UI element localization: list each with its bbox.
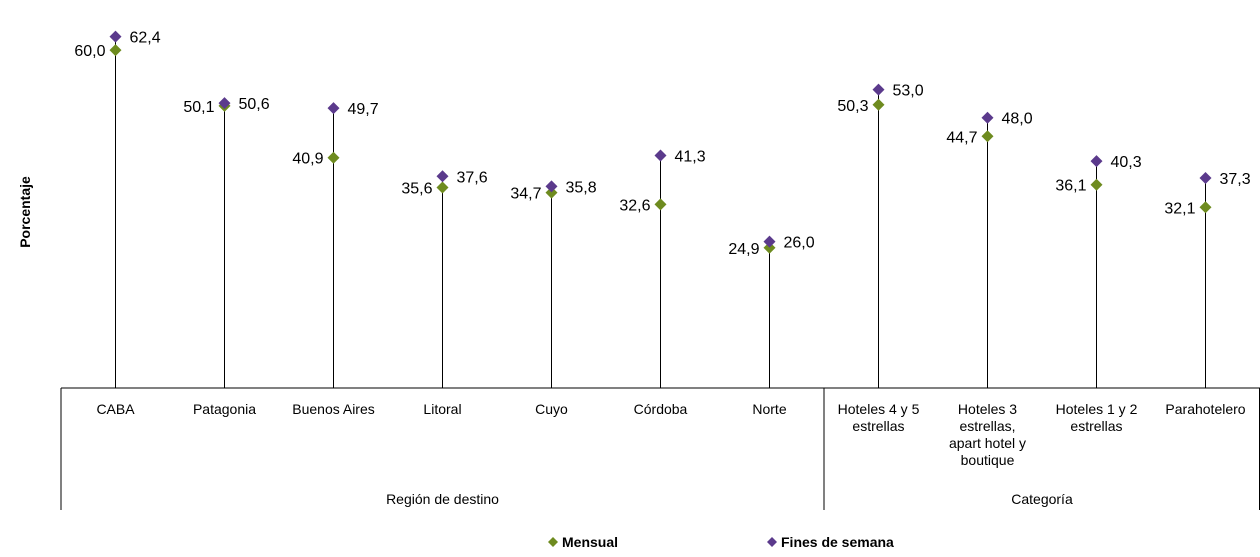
group-label: Categoría bbox=[1011, 491, 1073, 507]
legend-fines-de-semana-label: Fines de semana bbox=[781, 534, 894, 550]
stems-layer bbox=[115, 36, 1206, 388]
fines-de-semana-value-label: 49,7 bbox=[348, 101, 379, 118]
legend-fines-de-semana-marker bbox=[767, 537, 777, 547]
mensual-value-label: 32,1 bbox=[1164, 200, 1195, 217]
fines-de-semana-value-label: 41,3 bbox=[675, 148, 706, 165]
legend: Mensual Fines de semana bbox=[548, 534, 894, 550]
fines-de-semana-value-label: 35,8 bbox=[566, 179, 597, 196]
fines-de-semana-value-label: 40,3 bbox=[1111, 154, 1142, 171]
mensual-value-label: 50,1 bbox=[183, 99, 214, 116]
category-label: Hoteles 3 bbox=[958, 401, 1017, 417]
fines-de-semana-value-label: 62,4 bbox=[130, 30, 161, 47]
mensual-marker bbox=[1090, 178, 1103, 191]
mensual-value-label: 24,9 bbox=[728, 241, 759, 258]
mensual-marker bbox=[327, 151, 340, 164]
category-label: estrellas, bbox=[959, 418, 1015, 434]
category-label: Litoral bbox=[423, 401, 461, 417]
mensual-value-label: 50,3 bbox=[837, 98, 868, 115]
fines-de-semana-marker bbox=[763, 235, 776, 248]
category-label: Cuyo bbox=[535, 401, 568, 417]
category-label: Norte bbox=[752, 401, 786, 417]
fines-de-semana-value-label: 50,6 bbox=[239, 96, 270, 113]
category-label: estrellas bbox=[852, 418, 904, 434]
mensual-marker bbox=[109, 44, 122, 57]
category-label: Parahotelero bbox=[1165, 401, 1245, 417]
fines-de-semana-value-label: 53,0 bbox=[893, 83, 924, 100]
mensual-value-label: 40,9 bbox=[292, 151, 323, 168]
fines-de-semana-value-label: 26,0 bbox=[784, 235, 815, 252]
fines-de-semana-marker bbox=[872, 83, 885, 96]
group-label: Región de destino bbox=[386, 491, 499, 507]
fines-de-semana-marker bbox=[654, 149, 667, 162]
mensual-marker bbox=[436, 181, 449, 194]
mensual-value-label: 36,1 bbox=[1055, 178, 1086, 195]
category-label: apart hotel y bbox=[949, 435, 1026, 451]
mensual-marker bbox=[545, 186, 558, 199]
fines-de-semana-marker bbox=[1090, 155, 1103, 168]
markers-layer bbox=[109, 30, 1212, 254]
category-label: CABA bbox=[96, 401, 135, 417]
fines-de-semana-value-label: 37,6 bbox=[457, 169, 488, 186]
mensual-marker bbox=[654, 198, 667, 211]
fines-de-semana-value-label: 48,0 bbox=[1002, 111, 1033, 128]
mensual-value-label: 34,7 bbox=[510, 186, 541, 203]
fines-de-semana-marker bbox=[1199, 171, 1212, 184]
mensual-value-label: 44,7 bbox=[946, 129, 977, 146]
axis-layer: Región de destino Categoría CABA Patagonia B… bbox=[60, 387, 1260, 510]
mensual-marker bbox=[1199, 201, 1212, 214]
category-label: Hoteles 1 y 2 bbox=[1056, 401, 1138, 417]
mensual-value-label: 60,0 bbox=[74, 43, 105, 60]
mensual-marker bbox=[981, 130, 994, 143]
legend-mensual-marker bbox=[548, 537, 558, 547]
category-label: boutique bbox=[961, 452, 1015, 468]
fines-de-semana-marker bbox=[109, 30, 122, 43]
labels-layer: 60,0 50,1 40,9 35,6 34,7 32,6 24,9 50,3 44,7 36,1… bbox=[74, 30, 1250, 258]
legend-mensual-label: Mensual bbox=[562, 534, 618, 550]
fines-de-semana-marker bbox=[436, 170, 449, 183]
fines-de-semana-marker bbox=[981, 111, 994, 124]
fines-de-semana-marker bbox=[545, 180, 558, 193]
y-axis-label: Porcentaje bbox=[17, 176, 33, 248]
category-label: Córdoba bbox=[634, 401, 688, 417]
category-label: Patagonia bbox=[193, 401, 256, 417]
category-label: estrellas bbox=[1070, 418, 1122, 434]
mensual-marker bbox=[763, 241, 776, 254]
mensual-marker bbox=[872, 98, 885, 111]
fines-de-semana-marker bbox=[327, 102, 340, 115]
mensual-value-label: 32,6 bbox=[619, 197, 650, 214]
mensual-value-label: 35,6 bbox=[401, 181, 432, 198]
category-label: Buenos Aires bbox=[292, 401, 375, 417]
fines-de-semana-value-label: 37,3 bbox=[1220, 171, 1251, 188]
fines-de-semana-marker bbox=[218, 97, 231, 110]
category-label: Hoteles 4 y 5 bbox=[838, 401, 920, 417]
